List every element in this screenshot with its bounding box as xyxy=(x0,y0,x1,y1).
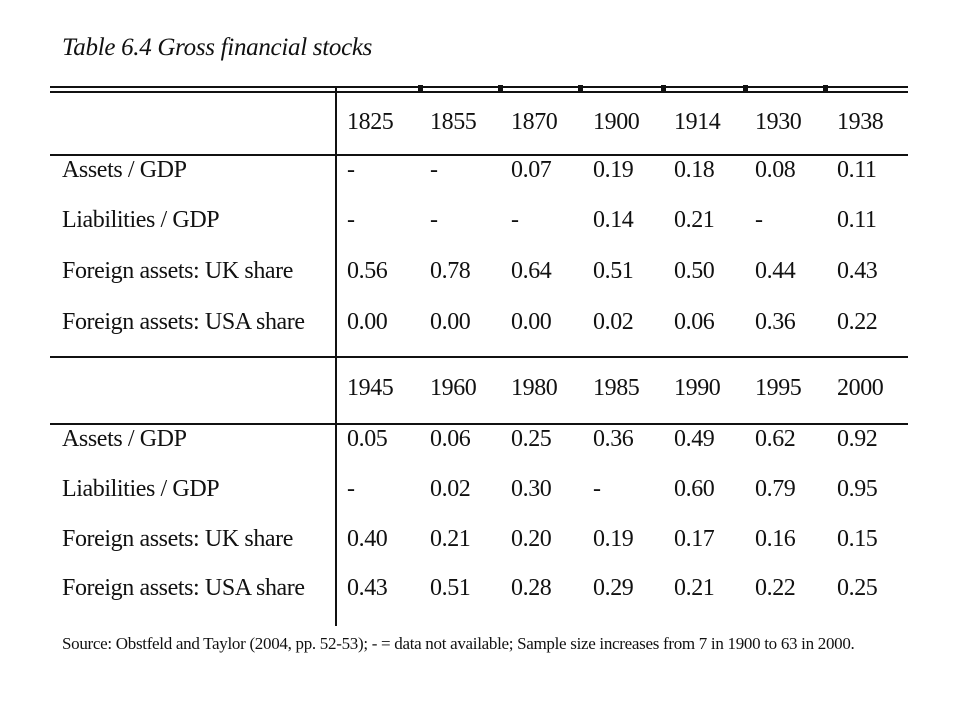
table-cell: 0.51 xyxy=(593,258,634,284)
block-separator-rule xyxy=(50,356,908,358)
column-tick xyxy=(498,85,503,91)
header-rule-1 xyxy=(50,154,908,156)
table-cell: 0.50 xyxy=(674,258,715,284)
table-cell: - xyxy=(347,157,355,183)
table-cell: 0.02 xyxy=(430,476,471,502)
table-cell: 0.29 xyxy=(593,575,634,601)
table-cell: 0.16 xyxy=(755,526,796,552)
table-cell: - xyxy=(347,476,355,502)
source-note: Source: Obstfeld and Taylor (2004, pp. 5… xyxy=(62,634,855,653)
table-cell: 0.44 xyxy=(755,258,796,284)
row-label: Foreign assets: USA share xyxy=(62,575,305,601)
table-cell: 0.21 xyxy=(674,575,715,601)
table-cell: 0.43 xyxy=(347,575,388,601)
table-cell: 0.21 xyxy=(430,526,471,552)
table-cell: 0.22 xyxy=(755,575,796,601)
table-cell: 0.25 xyxy=(837,575,878,601)
header-rule-2 xyxy=(50,423,908,425)
column-tick xyxy=(418,85,423,91)
table-cell: - xyxy=(430,207,438,233)
table-cell: 0.08 xyxy=(755,157,796,183)
row-label: Foreign assets: USA share xyxy=(62,309,305,335)
year-header: 1870 xyxy=(511,109,558,135)
table-cell: 0.79 xyxy=(755,476,796,502)
table-cell: 0.95 xyxy=(837,476,878,502)
table-cell: 0.25 xyxy=(511,426,552,452)
table-cell: 0.00 xyxy=(430,309,471,335)
year-header: 1995 xyxy=(755,375,802,401)
year-header: 1960 xyxy=(430,375,477,401)
row-label: Liabilities / GDP xyxy=(62,476,220,502)
table-cell: 0.30 xyxy=(511,476,552,502)
table-cell: 0.78 xyxy=(430,258,471,284)
column-tick xyxy=(578,85,583,91)
table-cell: 0.51 xyxy=(430,575,471,601)
table-cell: - xyxy=(755,207,763,233)
year-header: 1825 xyxy=(347,109,394,135)
table-cell: 0.22 xyxy=(837,309,878,335)
table-cell: 0.28 xyxy=(511,575,552,601)
table-caption: Table 6.4 Gross financial stocks xyxy=(62,34,373,61)
table-cell: - xyxy=(430,157,438,183)
table-cell: 0.43 xyxy=(837,258,878,284)
table-cell: 0.02 xyxy=(593,309,634,335)
table-cell: 0.00 xyxy=(347,309,388,335)
row-label: Assets / GDP xyxy=(62,426,187,452)
table-cell: 0.56 xyxy=(347,258,388,284)
table-cell: 0.11 xyxy=(837,207,877,233)
table-cell: 0.64 xyxy=(511,258,552,284)
table-cell: 0.92 xyxy=(837,426,878,452)
year-header: 1938 xyxy=(837,109,884,135)
table-cell: 0.15 xyxy=(837,526,878,552)
table-top-rule xyxy=(50,86,908,88)
table-cell: 0.07 xyxy=(511,157,552,183)
table-cell: 0.11 xyxy=(837,157,877,183)
row-label: Foreign assets: UK share xyxy=(62,526,294,552)
table-cell: - xyxy=(511,207,519,233)
table-cell: 0.21 xyxy=(674,207,715,233)
table-cell: 0.06 xyxy=(430,426,471,452)
column-tick xyxy=(743,85,748,91)
table-cell: - xyxy=(593,476,601,502)
table-cell: 0.17 xyxy=(674,526,715,552)
row-label: Foreign assets: UK share xyxy=(62,258,294,284)
table-top-rule-second xyxy=(50,91,908,93)
table-cell: 0.60 xyxy=(674,476,715,502)
year-header: 1900 xyxy=(593,109,640,135)
row-label: Assets / GDP xyxy=(62,157,187,183)
year-header: 1980 xyxy=(511,375,558,401)
column-tick xyxy=(823,85,828,91)
table-cell: 0.18 xyxy=(674,157,715,183)
table-cell: 0.49 xyxy=(674,426,715,452)
column-tick xyxy=(661,85,666,91)
year-header: 1990 xyxy=(674,375,721,401)
table-cell: 0.36 xyxy=(593,426,634,452)
year-header: 1914 xyxy=(674,109,721,135)
table-cell: 0.19 xyxy=(593,157,634,183)
row-label: Liabilities / GDP xyxy=(62,207,220,233)
year-header: 1985 xyxy=(593,375,640,401)
year-header: 1930 xyxy=(755,109,802,135)
table-cell: 0.05 xyxy=(347,426,388,452)
year-header: 1855 xyxy=(430,109,477,135)
table-cell: 0.19 xyxy=(593,526,634,552)
row-label-divider xyxy=(335,86,337,626)
table-cell: 0.20 xyxy=(511,526,552,552)
table-cell: 0.00 xyxy=(511,309,552,335)
table-cell: 0.36 xyxy=(755,309,796,335)
table-cell: 0.62 xyxy=(755,426,796,452)
year-header: 1945 xyxy=(347,375,394,401)
table-cell: 0.06 xyxy=(674,309,715,335)
table-cell: - xyxy=(347,207,355,233)
table-cell: 0.14 xyxy=(593,207,634,233)
table-cell: 0.40 xyxy=(347,526,388,552)
year-header: 2000 xyxy=(837,375,884,401)
